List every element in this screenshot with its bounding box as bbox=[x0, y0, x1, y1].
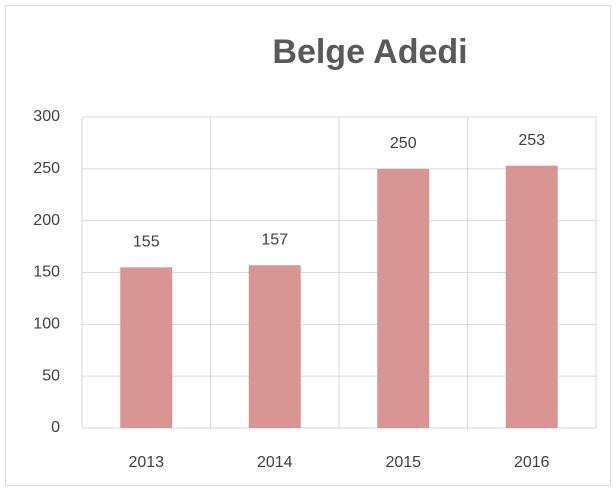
bar bbox=[377, 168, 430, 429]
bar bbox=[248, 265, 301, 428]
x-tick-label: 2016 bbox=[514, 454, 550, 471]
bar bbox=[505, 165, 558, 428]
y-tick-label: 150 bbox=[33, 264, 60, 281]
chart-title: Belge Adedi bbox=[272, 33, 467, 71]
y-tick-label: 100 bbox=[33, 316, 60, 333]
x-tick-label: 2013 bbox=[128, 454, 164, 471]
x-tick-label: 2015 bbox=[385, 454, 421, 471]
data-label: 250 bbox=[390, 135, 417, 152]
data-label: 157 bbox=[261, 231, 288, 248]
data-label: 155 bbox=[133, 234, 160, 251]
x-tick-label: 2014 bbox=[257, 454, 293, 471]
y-tick-label: 200 bbox=[33, 212, 60, 229]
y-tick-label: 0 bbox=[51, 419, 60, 436]
y-tick-label: 50 bbox=[42, 367, 60, 384]
bar bbox=[120, 267, 173, 428]
y-tick-label: 250 bbox=[33, 160, 60, 177]
data-label: 253 bbox=[518, 132, 545, 149]
y-tick-label: 300 bbox=[33, 108, 60, 125]
